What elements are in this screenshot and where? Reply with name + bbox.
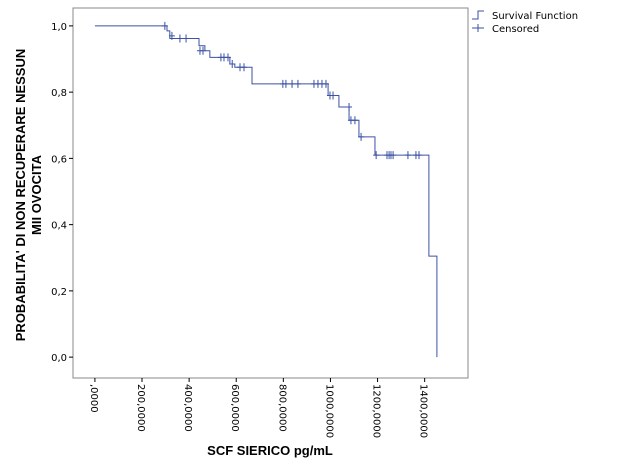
censored-mark [176, 34, 183, 43]
censored-mark [330, 91, 337, 100]
x-tick-label: 1200,0000 [371, 384, 382, 438]
censored-mark [346, 103, 353, 112]
y-tick-label: 0,4 [51, 221, 67, 232]
y-tick-label: 0,6 [51, 154, 67, 165]
x-tick-label: 1000,0000 [323, 384, 334, 438]
censored-mark [289, 79, 296, 88]
censored-mark [416, 151, 423, 160]
censored-mark [224, 53, 231, 62]
censored-mark [322, 79, 329, 88]
x-tick-label: 400,0000 [182, 384, 193, 432]
censored-mark [373, 151, 380, 160]
legend-label: Survival Function [492, 11, 578, 22]
legend-icon [472, 24, 484, 32]
censored-mark [229, 59, 236, 68]
censored-mark [294, 79, 301, 88]
x-tick-label: 200,0000 [135, 384, 146, 432]
censored-mark [241, 63, 248, 72]
legend-label: Censored [492, 24, 539, 35]
censored-mark [200, 46, 207, 55]
censored-mark [358, 132, 365, 141]
y-axis-title: PROBABILITA' DI NON RECUPERARE NESSUN [13, 49, 28, 341]
x-tick-label: ,0000 [88, 384, 99, 413]
y-tick-label: 0,2 [51, 287, 67, 298]
x-axis-title: SCF SIERICO pg/mL [207, 443, 333, 458]
censored-mark [351, 116, 358, 125]
y-tick-label: 0,0 [51, 353, 67, 364]
censored-mark [168, 31, 175, 40]
legend-icon [472, 10, 484, 20]
survival-line [94, 25, 438, 358]
plot-frame [72, 7, 469, 379]
censored-mark [390, 151, 397, 160]
y-axis-title: MII OVOCITA [29, 154, 44, 235]
x-tick-label: 600,0000 [229, 384, 240, 432]
censored-mark [282, 79, 289, 88]
censored-mark [161, 21, 168, 30]
y-tick-label: 0,8 [51, 88, 67, 99]
x-tick-label: 1400,0000 [418, 384, 429, 438]
censored-mark [404, 151, 411, 160]
x-tick-label: 800,0000 [276, 384, 287, 432]
y-tick-label: 1,0 [51, 22, 67, 33]
censored-mark [183, 34, 190, 43]
